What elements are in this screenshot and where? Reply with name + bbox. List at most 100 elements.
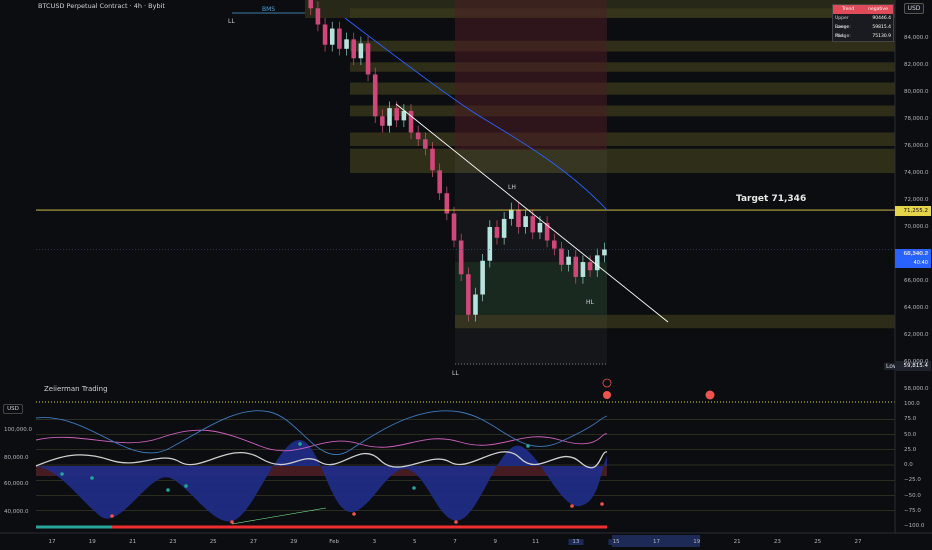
osc-tick-label: 25.0 — [904, 446, 917, 453]
hl-label: HL — [586, 299, 594, 306]
candle-body — [566, 256, 571, 265]
currency-button[interactable]: USD — [904, 3, 924, 14]
symbol-title[interactable]: BTCUSD Perpetual Contract · 4h · Bybit — [38, 2, 165, 10]
supply-zone — [350, 132, 895, 146]
price-tick-label: 84,000.0 — [904, 35, 929, 41]
mid-value: 75130.9 — [872, 34, 891, 39]
candle-body — [523, 216, 528, 227]
upper-value: 90446.4 — [872, 16, 891, 21]
upper-label: Upper Range: — [835, 16, 851, 30]
time-tick-label: 19 — [693, 539, 701, 545]
supply-zone — [350, 40, 895, 52]
candle-body — [401, 110, 407, 121]
price-tick-label: 82,000.0 — [904, 62, 929, 68]
osc-red-band — [36, 466, 607, 476]
osc-signal-dot — [90, 476, 94, 480]
candle-body — [351, 39, 357, 59]
osc-signal-dot — [600, 502, 604, 506]
osc-tick-label: −25.0 — [904, 477, 921, 484]
osc-blue-line — [35, 410, 608, 456]
range-box — [455, 150, 607, 365]
time-tick-label: 9 — [493, 539, 498, 545]
low-tag: Low — [884, 363, 900, 370]
time-tick-label: 17 — [649, 539, 664, 545]
osc-left-tick-label: 40,000.0 — [4, 509, 29, 515]
osc-signal-dot — [352, 512, 356, 516]
candle-body — [602, 249, 607, 256]
osc-divergence-line — [231, 507, 327, 525]
ll-bottom-label: LL — [452, 370, 459, 377]
time-tick-label: 7 — [453, 539, 457, 545]
candle-body — [444, 193, 450, 214]
candle-body — [394, 108, 399, 121]
time-tick-label: 27 — [854, 539, 862, 545]
osc-signal-dot — [184, 484, 188, 488]
candle-body — [329, 28, 335, 45]
osc-white-line — [35, 451, 608, 469]
osc-signal-dot — [570, 504, 574, 508]
osc-tick-label: 75.0 — [904, 416, 917, 423]
range-table-mid-row: Mid: 75130.9 — [833, 32, 893, 41]
price-tick-label: 70,000.0 — [904, 224, 929, 230]
osc-left-tick-label: 100,000.0 — [4, 427, 32, 433]
price-tick-label: 72,000.0 — [904, 197, 929, 203]
candle-body — [559, 248, 564, 265]
candle-body — [530, 216, 536, 233]
lh-label: LH — [508, 184, 516, 191]
osc-signal-dot — [60, 472, 64, 476]
candle-body — [580, 262, 586, 277]
candle-body — [358, 43, 364, 59]
osc-tick-label: −50.0 — [904, 492, 921, 499]
price-tick-label: 78,000.0 — [904, 116, 929, 122]
time-tick-label: 23 — [169, 539, 177, 545]
red-box — [455, 0, 607, 150]
time-tick-label: 15 — [608, 539, 624, 545]
osc-signal-dot — [298, 442, 302, 446]
event-icon — [602, 378, 612, 388]
osc-pink-line — [35, 429, 608, 452]
range-table: Trend negative Upper Range: 90446.4 Lowe… — [832, 4, 894, 42]
candle-body — [337, 28, 342, 49]
countdown-badge: 40:40 — [895, 258, 931, 268]
range-table-lower-row: Lower Range: 59815.4 — [833, 23, 893, 39]
time-tick-label: 5 — [412, 539, 417, 545]
candle-body — [437, 170, 442, 194]
candle-body — [322, 24, 328, 45]
moving-average — [344, 17, 608, 211]
supply-zone — [350, 62, 895, 72]
candle-body — [466, 274, 471, 315]
candle-body — [458, 240, 464, 275]
time-tick-label: 25 — [814, 539, 822, 545]
candle-body — [372, 74, 378, 117]
low-price-badge: 59,815.4 — [895, 361, 931, 371]
time-tick-label: 3 — [372, 539, 377, 545]
oscillator-title[interactable]: Zeiierman Trading — [44, 385, 108, 393]
oscillator-currency-button[interactable]: USD — [3, 404, 23, 414]
candle-body — [501, 218, 507, 238]
time-tick-label: 17 — [48, 539, 56, 545]
osc-tick-label: 0.0 — [904, 462, 913, 468]
price-tick-label: 76,000.0 — [904, 143, 929, 149]
candle-body — [480, 260, 485, 295]
candle-body — [315, 8, 321, 25]
time-tick-label: 13 — [568, 539, 584, 545]
time-tick-label: 19 — [88, 539, 96, 545]
candle-body — [344, 39, 349, 49]
lower-label: Lower Range: — [835, 25, 851, 39]
candle-body — [544, 222, 550, 241]
flag-event-icon — [603, 391, 611, 399]
candle-body — [551, 240, 557, 249]
trend-label: Trend — [833, 5, 863, 14]
candle-body — [415, 132, 421, 140]
osc-tick-label: −100.0 — [904, 523, 925, 529]
candle-body — [537, 222, 543, 233]
price-tick-label: 74,000.0 — [904, 170, 929, 176]
price-tick-label: 64,000.0 — [904, 305, 929, 311]
time-tick-label: 11 — [532, 539, 540, 545]
osc-blue-area — [36, 439, 607, 522]
price-tick-label: 80,000.0 — [904, 89, 929, 95]
candle-body — [408, 110, 414, 133]
demand-zone — [455, 314, 895, 329]
candle-body — [451, 213, 457, 241]
